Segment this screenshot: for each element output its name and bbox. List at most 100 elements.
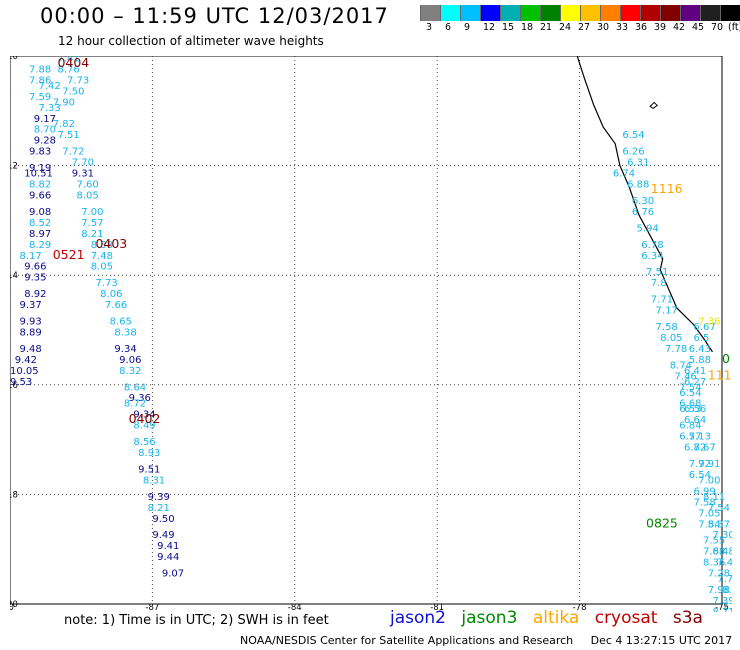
- wave-height-value: 8.49: [133, 421, 155, 432]
- wave-height-value: 9.39: [148, 492, 170, 503]
- scale-label: 9: [464, 22, 471, 33]
- scale-swatch: [580, 5, 600, 21]
- wave-height-value: 5.88: [689, 355, 711, 366]
- legend-jason2: jason2: [390, 608, 446, 628]
- wave-height-value: 9.93: [19, 317, 41, 328]
- scale-label: 6: [445, 22, 452, 33]
- pass-time-label: 0402: [129, 411, 161, 426]
- longitude-tick-label: -90: [10, 603, 14, 612]
- wave-height-value: 9.66: [29, 190, 51, 201]
- scale-label: 27: [578, 22, 591, 33]
- wave-height-value: 7.54: [708, 503, 730, 514]
- wave-height-value: 8.71: [713, 607, 732, 612]
- scale-swatch: [720, 5, 740, 21]
- wave-height-value: 7.70: [72, 158, 94, 169]
- wave-height-value: 9.50: [152, 514, 174, 525]
- wave-height-value: 8.05: [76, 190, 98, 201]
- longitude-tick-label: -78: [573, 603, 587, 612]
- scale-swatch: [660, 5, 680, 21]
- latitude-tick-label: -20: [10, 600, 18, 610]
- wave-height-value: 7.33: [38, 103, 60, 114]
- legend-altika: altika: [532, 608, 580, 628]
- wave-height-value: 6.31: [627, 158, 649, 169]
- wave-height-value: 7.59: [29, 92, 51, 103]
- credit-line: NOAA/NESDIS Center for Satellite Applica…: [240, 634, 740, 647]
- wave-height-value: 8.21: [148, 503, 170, 514]
- credit-text: NOAA/NESDIS Center for Satellite Applica…: [240, 634, 574, 647]
- wave-height-value: 8.38: [114, 327, 136, 338]
- scale-swatch: [480, 5, 500, 21]
- wave-height-value: 9.53: [10, 377, 32, 388]
- wave-height-value: 6.54: [689, 470, 711, 481]
- wave-height-value: 9.35: [24, 273, 46, 284]
- wave-height-value: 8.76: [57, 64, 79, 75]
- coastline: [576, 56, 714, 353]
- wave-height-value: 7.46: [675, 371, 697, 382]
- wave-height-value: 6.78: [641, 240, 663, 251]
- scale-swatch: [620, 5, 640, 21]
- wave-height-value: 6.68: [679, 399, 701, 410]
- wave-height-value: 6.67: [694, 322, 716, 333]
- wave-height-value: 7.36: [698, 317, 720, 328]
- wave-height-value: 8.17: [19, 251, 41, 262]
- wave-height-value: 7.92: [689, 459, 711, 470]
- wave-height-value: 7.48: [91, 251, 113, 262]
- wave-height-value: 7.90: [53, 97, 75, 108]
- wave-height-value: 10.05: [10, 366, 39, 377]
- wave-height-value: 7.66: [105, 300, 127, 311]
- wave-height-value: 8.74: [670, 360, 692, 371]
- wave-height-value: 6.26: [622, 147, 644, 158]
- wave-height-value: 7.42: [38, 81, 60, 92]
- wave-height-value: 8.56: [133, 437, 155, 448]
- wave-height-value: 8.06: [100, 289, 122, 300]
- scale-label: 70: [711, 22, 724, 33]
- wave-height-value: 10.51: [24, 169, 53, 180]
- wave-height-value: 8.38: [91, 240, 113, 251]
- wave-height-value: 7.78: [665, 344, 687, 355]
- legend-jason3: jason3: [461, 608, 518, 628]
- map-title: 00:00 – 11:59 UTC 12/03/2017: [40, 4, 389, 28]
- wave-height-value: 9.31: [72, 169, 94, 180]
- wave-height-value: 8.97: [29, 229, 51, 240]
- wave-height-value: 7.58: [656, 322, 678, 333]
- wave-height-value: 7.00: [698, 475, 720, 486]
- wave-height-value: 6.43: [689, 344, 711, 355]
- pass-time-label: 0825: [646, 515, 678, 530]
- wave-height-value: 6.41: [684, 366, 706, 377]
- wave-height-value: 7.54: [698, 519, 720, 530]
- legend-s3a: s3a: [672, 608, 703, 628]
- scale-label: 36: [635, 22, 648, 33]
- island: [649, 101, 658, 110]
- scale-label: 3: [426, 22, 433, 33]
- longitude-tick-label: -87: [145, 603, 159, 612]
- wave-height-value: 7.28: [708, 569, 730, 580]
- timestamp-text: Dec 4 13:27:15 UTC 2017: [590, 634, 733, 647]
- wave-height-value: 7.73: [95, 278, 117, 289]
- wave-height-value: 6.34: [641, 251, 663, 262]
- scale-swatch: [700, 5, 720, 21]
- scale-swatch: [560, 5, 580, 21]
- pass-time-label: 1115: [708, 367, 732, 382]
- wave-height-value: 7.50: [62, 86, 84, 97]
- wave-height-value: 9.19: [29, 163, 51, 174]
- scale-label: 33: [616, 22, 629, 33]
- latitude-tick-label: -18: [10, 490, 18, 500]
- wave-height-value: 7.51: [646, 267, 668, 278]
- wave-height-value: 6.53: [679, 404, 701, 415]
- latitude-tick-label: -12: [10, 162, 18, 172]
- wave-height-value: 9.07: [162, 569, 184, 580]
- wave-height-value: 9.41: [157, 541, 179, 552]
- wave-height-value: 7.13: [689, 432, 711, 443]
- wave-height-value: 7.05: [698, 508, 720, 519]
- pass-time-label: 0520: [81, 56, 113, 59]
- wave-height-value: 6.88: [627, 180, 649, 191]
- wave-height-value: 9.49: [152, 530, 174, 541]
- wave-height-value: 7.60: [76, 180, 98, 191]
- wave-height-value: 7.98: [708, 585, 730, 596]
- wave-height-value: 7.00: [81, 207, 103, 218]
- wave-height-value: 6.64: [684, 415, 706, 426]
- wave-height-value: 9.34: [114, 344, 136, 355]
- wave-height-value: 7.30: [713, 530, 732, 541]
- wave-height-value: 6.57: [679, 432, 701, 443]
- pass-time-label: 0404: [57, 56, 89, 70]
